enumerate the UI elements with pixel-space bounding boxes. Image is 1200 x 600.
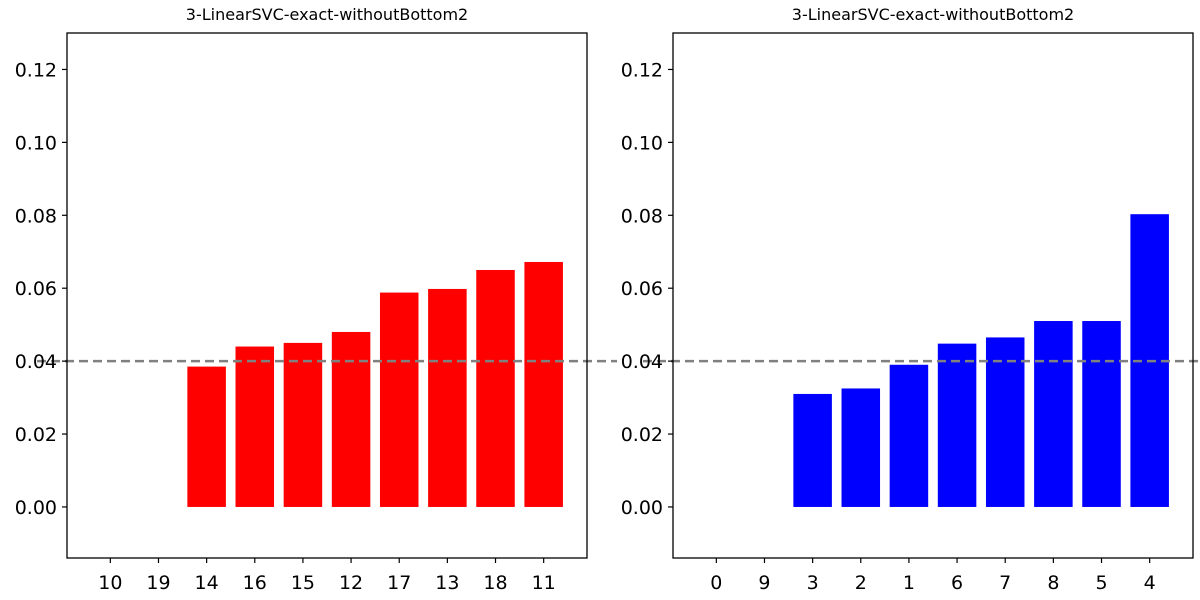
right-x-tick-label: 7	[999, 572, 1011, 594]
right-y-tick-label: 0.06	[621, 278, 663, 300]
right-chart-panel: 3-LinearSVC-exact-withoutBottom2 0.000.0…	[621, 5, 1200, 594]
left-x-tick-label: 16	[243, 572, 267, 594]
right-y-tick-label: 0.04	[621, 351, 663, 373]
right-chart-plot-frame	[672, 32, 1194, 559]
left-bar-14	[187, 366, 226, 507]
right-x-tick-label: 2	[855, 572, 867, 594]
right-bar-3	[793, 393, 832, 507]
right-x-tick-label: 6	[951, 572, 963, 594]
left-chart-panel: 3-LinearSVC-exact-withoutBottom2 0.000.0…	[15, 5, 617, 594]
left-bar-16	[235, 346, 275, 507]
right-x-tick-label: 3	[807, 572, 819, 594]
left-x-tick-label: 14	[195, 572, 219, 594]
left-y-tick-label: 0.06	[15, 278, 57, 300]
left-y-tick-label: 0.02	[15, 424, 57, 446]
right-y-tick-label: 0.12	[621, 59, 663, 81]
left-x-tick-label: 15	[291, 572, 315, 594]
right-y-tick-label: 0.00	[621, 497, 663, 519]
right-x-tick-label: 5	[1095, 572, 1107, 594]
right-bar-7	[985, 337, 1025, 507]
right-bar-2	[841, 388, 881, 507]
left-bar-13	[428, 288, 467, 507]
left-y-tick-label: 0.10	[15, 132, 57, 154]
right-y-tick-label: 0.10	[621, 132, 663, 154]
left-y-tick-label: 0.08	[15, 205, 57, 227]
left-x-tick-label: 11	[532, 572, 556, 594]
right-bar-1	[889, 364, 929, 507]
right-bar-6	[937, 343, 977, 507]
left-x-tick-label: 19	[146, 572, 170, 594]
right-x-tick-label: 1	[903, 572, 915, 594]
left-y-tick-label: 0.00	[15, 497, 57, 519]
left-bar-12	[331, 331, 371, 507]
right-x-tick-label: 8	[1047, 572, 1059, 594]
left-y-tick-label: 0.04	[15, 351, 57, 373]
right-bar-8	[1034, 321, 1073, 507]
left-x-tick-label: 13	[435, 572, 459, 594]
right-y-tick-label: 0.08	[621, 205, 663, 227]
left-bar-17	[379, 292, 419, 507]
right-x-tick-label: 9	[758, 572, 770, 594]
left-y-tick-label: 0.12	[15, 59, 57, 81]
right-chart-marks: 0.00 0.02 0.04 0.06 0.08 0.10 0.12 0 9 3 2 1 6 7 8 5 4	[621, 59, 1200, 594]
left-x-tick-label: 18	[483, 572, 507, 594]
right-y-tick-label: 0.02	[621, 424, 663, 446]
right-chart-title: 3-LinearSVC-exact-withoutBottom2	[792, 5, 1074, 24]
left-chart-marks: 0.00 0.02 0.04 0.06 0.08 0.10 0.12 10 19 14 16 15 12…	[15, 59, 617, 594]
left-chart-title: 3-LinearSVC-exact-withoutBottom2	[186, 5, 468, 24]
left-bar-11	[524, 261, 563, 507]
left-bar-15	[283, 342, 323, 507]
right-x-tick-label: 4	[1144, 572, 1156, 594]
left-x-tick-label: 17	[387, 572, 411, 594]
right-bar-5	[1082, 321, 1121, 507]
left-bar-18	[476, 269, 515, 507]
left-x-tick-label: 10	[98, 572, 122, 594]
left-chart-plot-frame	[66, 32, 588, 559]
left-x-tick-label: 12	[339, 572, 363, 594]
right-x-tick-label: 0	[710, 572, 722, 594]
